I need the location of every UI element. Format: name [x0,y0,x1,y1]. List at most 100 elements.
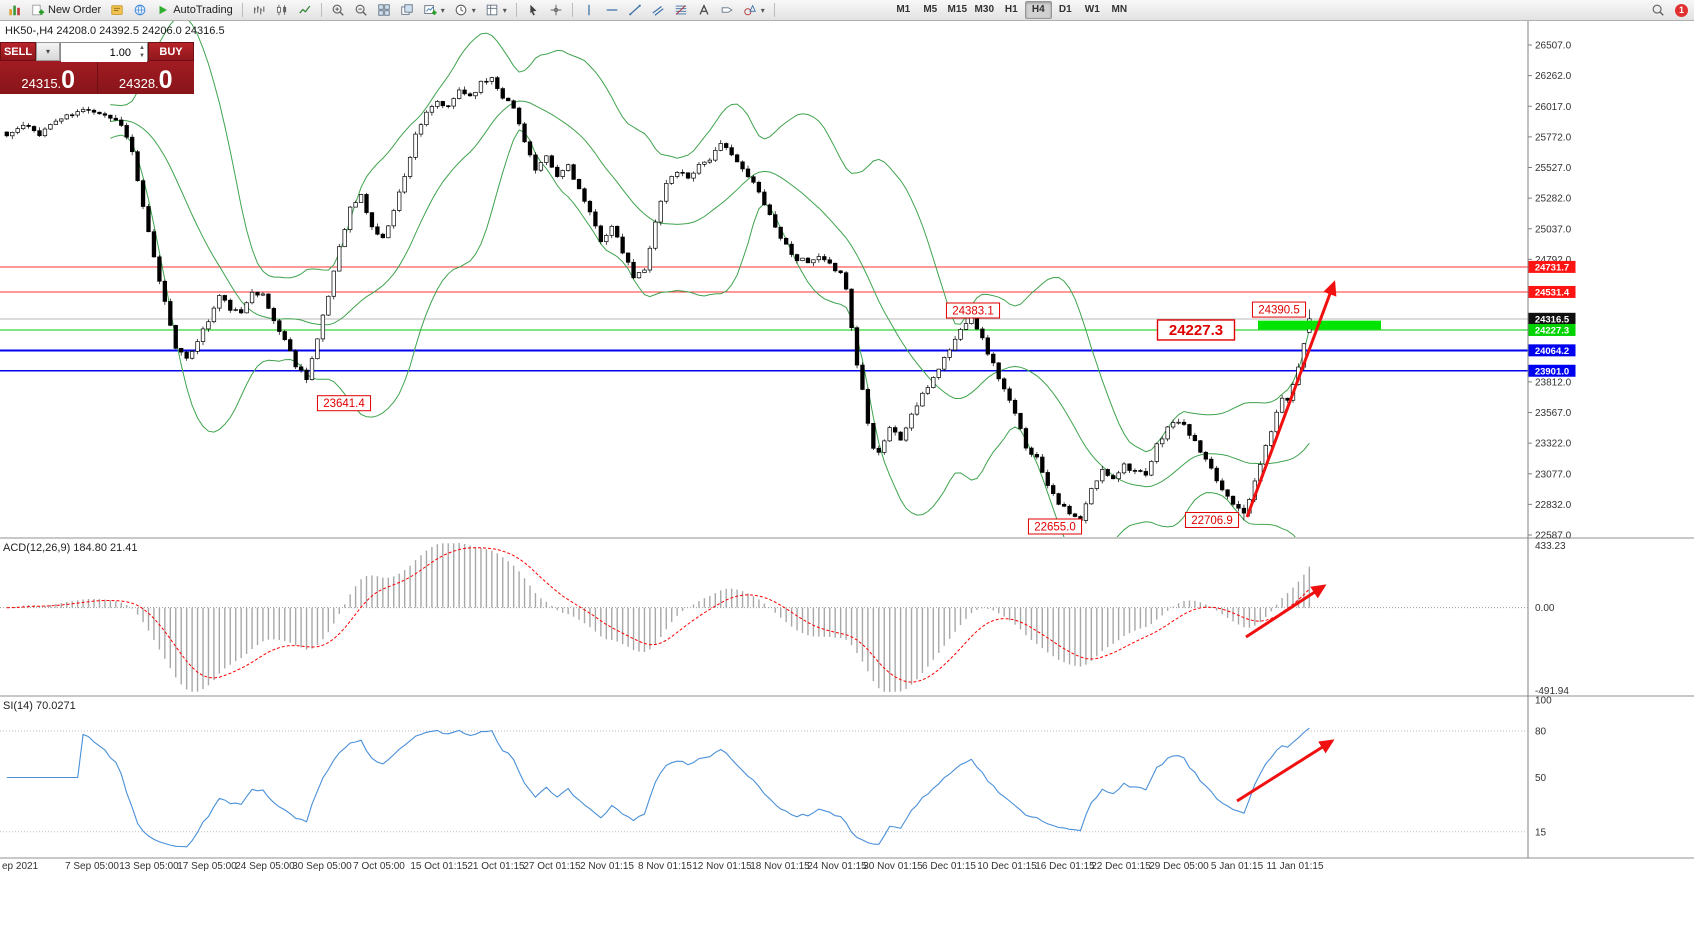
trendline-icon [628,3,642,17]
axis-price-tag [1528,323,1576,336]
timeframe-m15-button[interactable]: M15 [947,4,967,15]
shapes-button[interactable]: ▾ [739,0,769,20]
axis-price-tag [1528,364,1576,377]
timeframe-mn-button[interactable]: MN [1111,4,1128,15]
crosshair-button[interactable] [545,0,567,20]
sell-button[interactable]: SELL [0,42,36,61]
vertical-line-button[interactable] [578,0,600,20]
crosshair-icon [549,3,563,17]
profiles-button[interactable]: ▾ [450,0,480,20]
notification-badge[interactable]: 1 [1675,3,1688,17]
candles-icon [275,3,289,17]
new-chart-icon [423,3,437,17]
new-order-button[interactable]: New Order [27,0,105,20]
date-label: 30 Nov 01:15 [863,861,923,872]
bar-chart-button[interactable] [248,0,270,20]
date-label: 11 Jan 01:15 [1266,861,1324,872]
cursor-button[interactable] [522,0,544,20]
timeframe-m1-button[interactable]: M1 [896,4,911,15]
axis-tick-label: 25772.0 [1535,132,1572,143]
macd-histogram [11,543,1311,692]
rsi-axis-label: 50 [1535,773,1547,784]
line-chart-button[interactable] [294,0,316,20]
axis-price-tag-label: 24316.5 [1535,314,1570,325]
axis-tick-label: 26262.0 [1535,71,1572,82]
cursor-icon [526,3,540,17]
axis-price-tag-label: 24531.4 [1535,287,1570,298]
toolbar-separator [241,3,243,17]
tile-windows-button[interactable] [373,0,395,20]
zoom-out-button[interactable] [350,0,372,20]
axis-tick-label: 25282.0 [1535,194,1572,205]
ohlc-readout: HK50-,H4 24208.0 24392.5 24206.0 24316.5 [5,25,225,37]
volume-input[interactable] [61,44,147,62]
axis-tick-label: 23567.0 [1535,408,1572,419]
hline-icon [605,3,619,17]
rsi-axis-label: 15 [1535,827,1547,838]
templates-button[interactable]: ▾ [481,0,511,20]
price-annotation[interactable]: 24390.5 [1251,301,1307,318]
sell-price[interactable]: 24315. 0 [0,61,98,94]
rsi-axis-label: 100 [1535,696,1552,707]
date-label: 29 Dec 05:00 [1149,861,1209,872]
editor-icon [110,3,124,17]
axis-tick-label: 25527.0 [1535,163,1572,174]
tile-icon [377,3,391,17]
trend-arrow[interactable] [1245,584,1327,639]
timeframe-h4-button[interactable]: H4 [1024,1,1052,19]
search-button[interactable] [1647,0,1669,20]
label-button[interactable] [716,0,738,20]
metaeditor-button[interactable] [106,0,128,20]
new-chart-button[interactable]: ▾ [419,0,449,20]
buy-price[interactable]: 24328. 0 [118,66,173,94]
price-annotation[interactable]: 22706.9 [1184,512,1240,529]
trend-arrow[interactable] [1245,280,1337,518]
trendline-button[interactable] [624,0,646,20]
chevron-down-icon: ▾ [440,5,445,15]
cascade-windows-button[interactable] [396,0,418,20]
svg-text:22706.9: 22706.9 [1191,515,1233,527]
horizontal-line-button[interactable] [601,0,623,20]
volume-spinner[interactable]: ▲ ▼ [139,45,145,59]
date-label: 24 Nov 01:15 [807,861,867,872]
timeframe-w1-button[interactable]: W1 [1084,4,1100,15]
date-label: 22 Dec 01:15 [1091,861,1151,872]
macd-axis-min: -491.94 [1535,686,1569,697]
price-annotation[interactable]: 23641.4 [316,395,372,412]
channel-button[interactable] [647,0,669,20]
main-chart-panel [0,21,1528,537]
timeframe-h1-button[interactable]: H1 [1004,4,1018,15]
zoom-in-button[interactable] [327,0,349,20]
macd-label: ACD(12,26,9) 184.80 21.41 [3,542,138,554]
buy-button[interactable]: BUY [148,42,194,61]
timeframe-d1-button[interactable]: D1 [1058,4,1072,15]
date-label: 24 Sep 05:00 [235,861,295,872]
toolbar-separator [773,3,775,17]
date-label: 15 Oct 01:15 [410,861,468,872]
chevron-down-icon: ▾ [471,5,476,15]
terminal-logo[interactable] [4,0,26,20]
volume-dropdown-button[interactable]: ▾ [36,42,60,61]
magnifier-icon [1651,3,1665,17]
candlestick-chart-button[interactable] [271,0,293,20]
trend-arrow[interactable] [1236,739,1335,803]
axis-tick-label: 23322.0 [1535,439,1572,450]
autotrading-button[interactable]: AutoTrading [152,0,237,20]
timeframe-m5-button[interactable]: M5 [923,4,938,15]
timeframe-m30-button[interactable]: M30 [974,4,994,15]
bars-icon [252,3,266,17]
text-button[interactable] [693,0,715,20]
community-button[interactable] [129,0,151,20]
axis-price-tag [1528,344,1576,357]
top-toolbar: New Order AutoTrading ▾ ▾ ▾ ▾ M1 M5 M15 M30 H1 H4 D1… [0,0,1694,21]
fibonacci-button[interactable] [670,0,692,20]
price-annotation[interactable]: 24227.3 [1156,319,1236,341]
axis-tick-label: 25037.0 [1535,224,1572,235]
autotrading-button-label: AutoTrading [173,4,233,16]
price-annotation[interactable]: 22655.0 [1027,518,1083,535]
price-annotation[interactable]: 24383.1 [945,302,1001,319]
